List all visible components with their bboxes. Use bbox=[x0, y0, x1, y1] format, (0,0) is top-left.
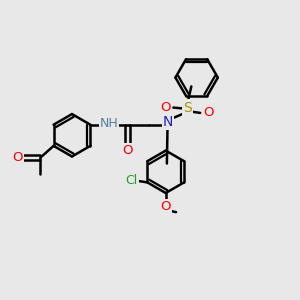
Text: NH: NH bbox=[100, 117, 118, 130]
Text: O: O bbox=[12, 151, 23, 164]
Text: N: N bbox=[163, 115, 173, 129]
Text: O: O bbox=[122, 144, 133, 157]
Text: S: S bbox=[183, 100, 192, 115]
Text: O: O bbox=[160, 200, 171, 213]
Text: O: O bbox=[160, 101, 171, 114]
Text: O: O bbox=[203, 106, 214, 119]
Text: Cl: Cl bbox=[125, 174, 138, 188]
